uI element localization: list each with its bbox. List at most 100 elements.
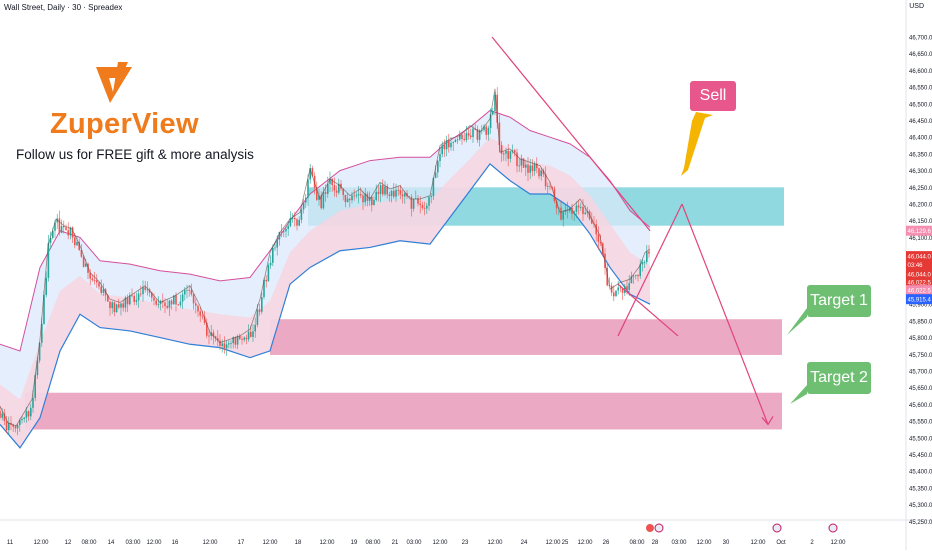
candle-body [164,302,166,306]
y-tick-label: 45,250.0 [909,520,932,526]
candle-body [344,194,347,203]
candle-body [643,261,646,263]
candle-body [206,322,208,336]
candle-body [544,174,547,187]
candle-body [318,195,320,200]
candle-body [648,251,650,254]
x-tick-label: 12:00 [750,540,766,546]
candle-body [531,165,534,172]
flag-icon[interactable] [828,523,838,533]
y-tick-label: 45,750.0 [909,353,932,359]
candle-body [153,297,155,301]
currency-label: USD [909,3,924,10]
candle-body [591,219,593,224]
candle-body [234,337,237,345]
candle-body [476,129,479,140]
target-1-callout[interactable]: Target 1 [807,285,871,317]
candle-body [287,226,289,229]
candle-body [21,418,23,421]
candle-body [98,282,100,287]
candle-body [503,153,505,155]
x-tick-label: 24 [521,540,528,546]
candle-body [439,154,441,161]
candle-body [43,294,45,324]
candle-body [214,336,217,339]
candle-body [329,178,331,184]
candle-body [120,303,122,308]
candle-body [142,287,144,295]
candle-body [564,210,567,213]
y-tick-label: 46,350.0 [909,152,932,158]
candle-body [245,337,248,340]
y-tick-label: 45,600.0 [909,403,932,409]
candle-body [208,335,210,337]
x-tick-label: 12:00 [696,540,712,546]
candle-body [346,198,349,203]
candle-body [584,212,586,214]
target-2-tail [790,385,807,404]
candle-body [366,193,369,201]
candle-body [338,183,340,193]
x-tick-label: 08:00 [629,540,645,546]
candle-body [280,231,283,233]
candle-body [219,340,221,346]
candle-body [478,130,481,140]
candle-body [516,152,518,167]
event-icon[interactable] [646,524,654,532]
flag-icon[interactable] [772,523,782,533]
candle-body [375,191,377,200]
candle-body [247,331,250,340]
candle-body [597,234,600,242]
y-tick-label: 46,150.0 [909,219,932,225]
candle-body [573,211,575,214]
y-tick-label: 45,650.0 [909,386,932,392]
candle-body [173,295,175,305]
sell-callout[interactable]: Sell [690,81,736,111]
descending-trendline [491,36,651,232]
price-badge [906,251,932,262]
economic-event-icons[interactable] [646,523,838,533]
y-tick-label: 46,300.0 [909,169,932,175]
candle-body [52,230,54,239]
forecast-arrowhead [761,416,774,426]
candle-body [542,170,545,175]
candle-body [549,185,551,187]
x-tick-label: 12:00 [33,540,49,546]
y-tick-label: 46,550.0 [909,86,932,92]
y-tick-label: 45,300.0 [909,503,932,509]
candle-body [527,164,529,173]
candle-body [454,139,457,143]
x-tick-label: 14 [108,540,115,546]
target-2-callout[interactable]: Target 2 [807,362,871,394]
candle-body [428,197,430,206]
candle-body [632,275,635,277]
candle-body [175,295,177,305]
candle-body [12,424,14,427]
symbol-title: Wall Street, Daily · 30 · Spreadex [4,3,123,12]
candle-body [274,247,276,249]
candle-body [606,267,608,286]
x-tick-label: Oct [776,540,786,546]
candle-body [115,304,118,313]
x-tick-label: 12:00 [262,540,278,546]
candle-body [635,274,637,276]
candle-body [419,203,421,206]
candle-body [569,208,571,212]
flag-icon[interactable] [654,523,664,533]
x-tick-label: 08:00 [81,540,97,546]
candle-body [617,287,619,291]
candle-body [239,335,241,340]
candle-body [100,286,102,293]
x-tick-label: 12:00 [146,540,162,546]
candle-body [483,126,485,131]
candle-body [470,135,472,138]
candle-body [71,227,74,238]
candle-body [364,193,366,203]
y-tick-label: 45,450.0 [909,453,932,459]
price-badge-label: 46,022.5 [908,288,932,294]
x-tick-label: 03:00 [671,540,687,546]
x-axis[interactable]: 11 12:00 12 08:00 14 03:00 12:00 16 12:00 17 12:00… [7,540,846,546]
candle-body [452,142,454,143]
